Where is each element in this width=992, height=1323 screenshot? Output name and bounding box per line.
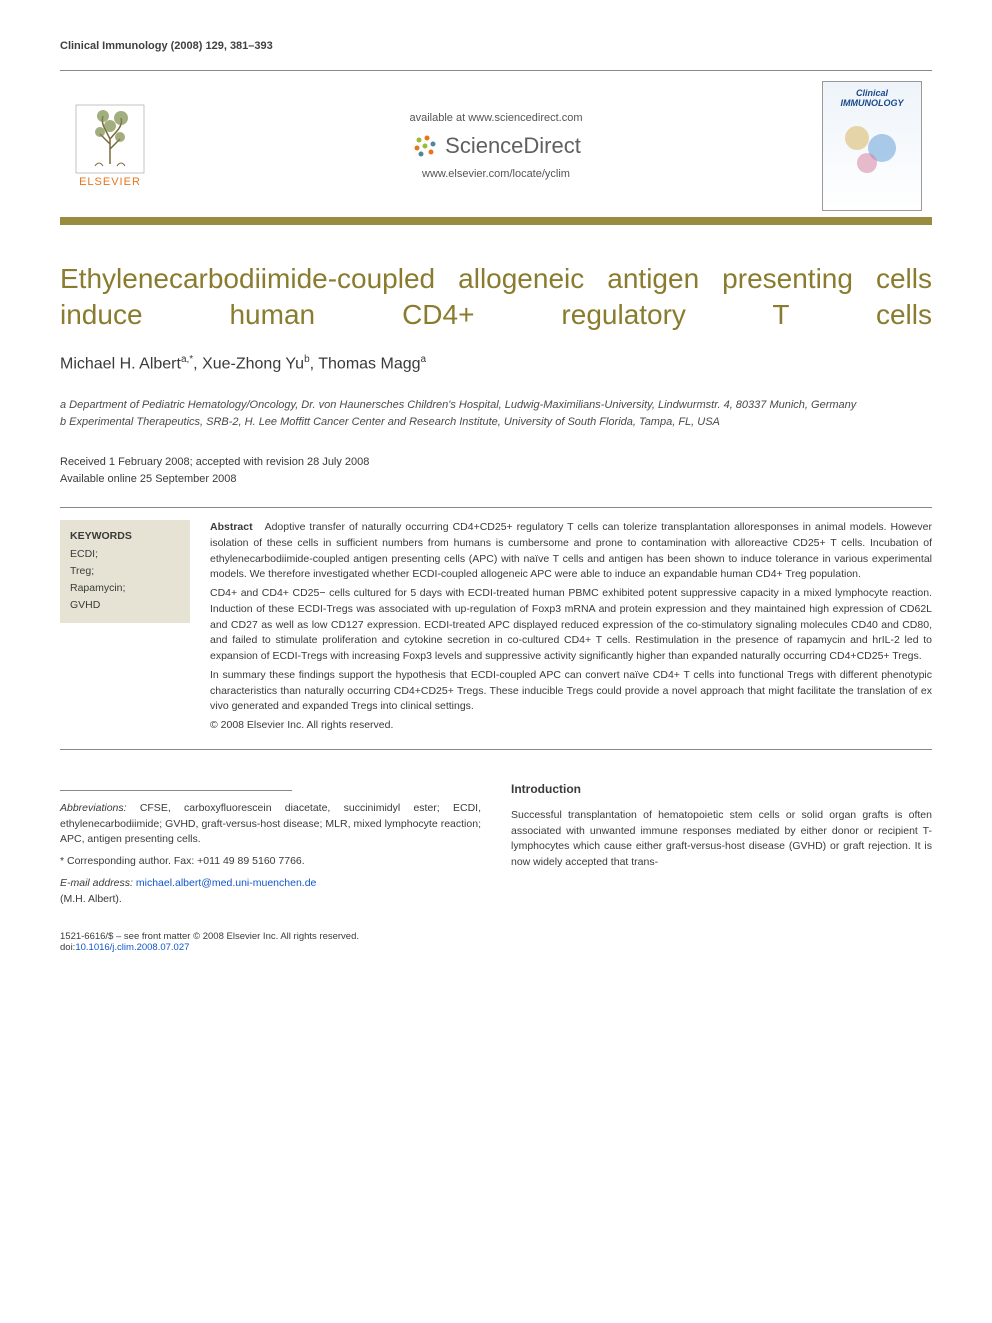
introduction-text: Successful transplantation of hematopoie… <box>511 808 932 871</box>
abstract-p3: In summary these findings support the hy… <box>210 668 932 715</box>
page-footer: 1521-6616/$ – see front matter © 2008 El… <box>60 931 932 953</box>
author-1: Michael H. Albert <box>60 355 181 372</box>
author-2: , Xue-Zhong Yu <box>193 355 304 372</box>
doi-link[interactable]: 10.1016/j.clim.2008.07.027 <box>75 942 189 953</box>
author-3: , Thomas Magg <box>310 355 421 372</box>
email-line: E-mail address: michael.albert@med.uni-m… <box>60 876 481 892</box>
left-column: Abbreviations: CFSE, carboxyfluorescein … <box>60 780 481 908</box>
abstract-p2: CD4+ and CD4+ CD25− cells cultured for 5… <box>210 586 932 665</box>
doi-label: doi: <box>60 942 75 953</box>
affiliation-b: b Experimental Therapeutics, SRB-2, H. L… <box>60 414 932 431</box>
keywords-heading: KEYWORDS <box>70 530 180 542</box>
elsevier-text: ELSEVIER <box>79 176 141 188</box>
publisher-banner: ELSEVIER available at www.sciencedirect.… <box>60 70 932 211</box>
author-1-affil: a,* <box>181 354 193 365</box>
abstract-copyright: © 2008 Elsevier Inc. All rights reserved… <box>210 718 932 734</box>
affiliations-block: a Department of Pediatric Hematology/Onc… <box>60 397 932 430</box>
elsevier-logo: ELSEVIER <box>60 96 160 196</box>
journal-url: www.elsevier.com/locate/yclim <box>170 168 822 180</box>
introduction-heading: Introduction <box>511 780 932 798</box>
footnote-rule <box>60 790 292 791</box>
right-column: Introduction Successful transplantation … <box>511 780 932 908</box>
cover-title-1: Clinical <box>856 88 888 98</box>
author-email[interactable]: michael.albert@med.uni-muenchen.de <box>136 877 317 889</box>
journal-citation: Clinical Immunology (2008) 129, 381–393 <box>60 40 932 52</box>
authors-line: Michael H. Alberta,*, Xue-Zhong Yub, Tho… <box>60 354 932 373</box>
email-label: E-mail address: <box>60 877 133 889</box>
abstract-block: KEYWORDS ECDI; Treg; Rapamycin; GVHD Abs… <box>60 507 932 750</box>
sciencedirect-text: ScienceDirect <box>445 133 581 159</box>
sciencedirect-icon <box>411 132 439 160</box>
email-signature: (M.H. Albert). <box>60 892 481 908</box>
elsevier-tree-icon <box>75 104 145 174</box>
keywords-box: KEYWORDS ECDI; Treg; Rapamycin; GVHD <box>60 520 190 623</box>
abbrev-label: Abbreviations: <box>60 802 127 814</box>
article-title: Ethylenecarbodiimide-coupled allogeneic … <box>60 261 932 334</box>
abbreviations-block: Abbreviations: CFSE, carboxyfluorescein … <box>60 801 481 848</box>
keyword-item: Rapamycin; <box>70 580 180 597</box>
title-text: Ethylenecarbodiimide-coupled allogeneic … <box>60 263 932 330</box>
keyword-item: ECDI; <box>70 546 180 563</box>
keyword-item: GVHD <box>70 597 180 614</box>
olive-divider-bar <box>60 217 932 225</box>
affiliation-a: a Department of Pediatric Hematology/Onc… <box>60 397 932 414</box>
author-3-affil: a <box>421 354 427 365</box>
online-date: Available online 25 September 2008 <box>60 471 932 488</box>
front-matter-line: 1521-6616/$ – see front matter © 2008 El… <box>60 931 932 942</box>
sciencedirect-logo: ScienceDirect <box>411 132 581 160</box>
cover-art-icon <box>832 108 912 198</box>
body-two-column: Abbreviations: CFSE, carboxyfluorescein … <box>60 780 932 908</box>
keyword-item: Treg; <box>70 563 180 580</box>
abstract-text: Abstract Adoptive transfer of naturally … <box>210 520 932 737</box>
abstract-p1: Adoptive transfer of naturally occurring… <box>210 521 932 580</box>
available-at-text: available at www.sciencedirect.com <box>170 112 822 124</box>
corresponding-author: * Corresponding author. Fax: +011 49 89 … <box>60 854 481 870</box>
journal-cover-thumbnail: Clinical IMMUNOLOGY <box>822 81 922 211</box>
received-date: Received 1 February 2008; accepted with … <box>60 454 932 471</box>
abstract-lead: Abstract <box>210 521 253 533</box>
article-dates: Received 1 February 2008; accepted with … <box>60 454 932 487</box>
cover-title-2: IMMUNOLOGY <box>841 98 904 108</box>
